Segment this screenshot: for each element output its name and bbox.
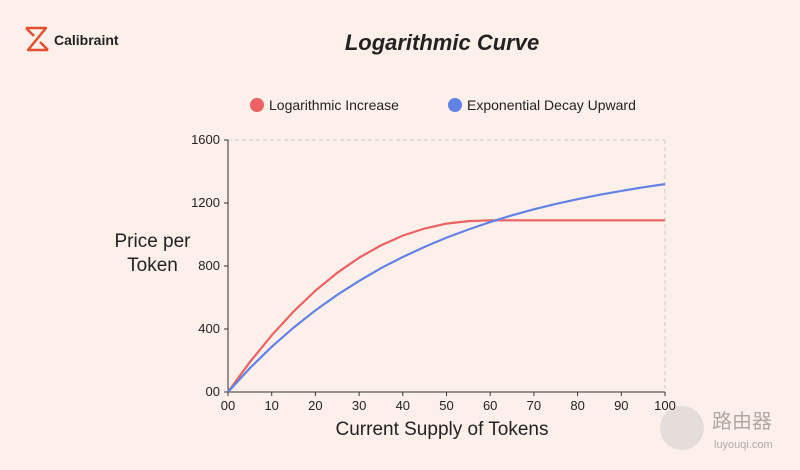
series-line — [227, 183, 666, 393]
logo-icon — [25, 26, 49, 52]
x-tick-label: 90 — [614, 398, 628, 413]
y-axis-label: Price per Token — [114, 231, 191, 276]
watermark-icon — [660, 406, 704, 450]
legend-label: Exponential Decay Upward — [467, 97, 636, 113]
x-tick-label: 70 — [527, 398, 541, 413]
watermark-name: 路由器 — [712, 410, 772, 433]
y-tick-label: 1600 — [191, 132, 220, 147]
x-tick-label: 30 — [352, 398, 366, 413]
x-tick-label: 80 — [570, 398, 584, 413]
y-tick-label: 1200 — [191, 195, 220, 210]
x-axis-label: Current Supply of Tokens — [336, 419, 549, 440]
x-tick-label: 40 — [396, 398, 410, 413]
x-tick-label: 20 — [308, 398, 322, 413]
y-tick-label: 00 — [206, 384, 220, 399]
x-tick-label: 100 — [654, 398, 676, 413]
legend-marker — [448, 98, 462, 112]
watermark-site: luyouqi.com — [714, 439, 773, 451]
legend-marker — [250, 98, 264, 112]
watermark: 路由器 luyouqi.com — [660, 406, 773, 451]
logo: Calibraint — [25, 26, 119, 52]
y-tick-label: 400 — [198, 321, 220, 336]
x-tick-label: 10 — [264, 398, 278, 413]
brand-name: Calibraint — [54, 32, 119, 48]
chart-title: Logarithmic Curve — [345, 30, 539, 55]
x-tick-label: 00 — [221, 398, 235, 413]
legend-label: Logarithmic Increase — [269, 97, 399, 113]
y-tick-label: 800 — [198, 258, 220, 273]
x-tick-label: 60 — [483, 398, 497, 413]
series-line — [227, 219, 665, 393]
x-tick-label: 50 — [439, 398, 453, 413]
